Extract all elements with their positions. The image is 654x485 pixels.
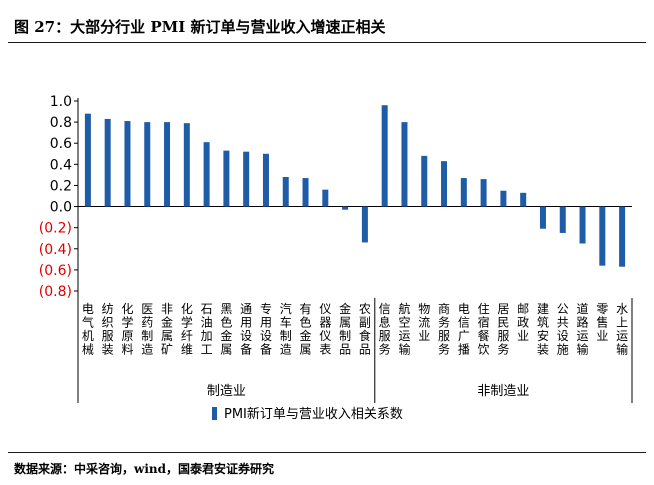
category-label: 化学原料	[121, 302, 133, 357]
category-label: 居民服务	[497, 302, 509, 357]
bar	[183, 123, 190, 207]
category-label: 邮政业	[517, 302, 529, 343]
bar	[164, 122, 171, 207]
source-rule	[8, 452, 646, 453]
category-label: 电气机械	[82, 302, 94, 357]
category-label: 农副食品	[359, 302, 371, 357]
bar	[84, 113, 91, 207]
category-label: 汽车制造	[280, 301, 292, 357]
bar	[104, 118, 111, 207]
bar	[361, 206, 368, 243]
bar	[539, 206, 546, 229]
legend-swatch	[212, 407, 217, 420]
bar	[381, 105, 388, 207]
category-label: 住宿餐饮	[478, 302, 490, 357]
group-label: 制造业	[207, 384, 246, 399]
bar	[223, 150, 230, 207]
bar	[421, 155, 428, 207]
bar	[460, 178, 467, 207]
category-label: 电信广播	[458, 302, 470, 357]
bar	[124, 121, 131, 207]
category-label: 航空运输	[398, 301, 410, 357]
bar	[282, 177, 289, 207]
y-tick-label: (0.4)	[39, 242, 72, 258]
bar	[243, 151, 250, 207]
bar	[559, 206, 566, 233]
y-tick-label: 0.6	[50, 136, 72, 152]
category-label: 水上运输	[616, 302, 628, 357]
y-tick-label: 0.8	[50, 115, 72, 131]
y-tick-label: 1.0	[50, 94, 72, 110]
category-label: 化学纤维	[181, 302, 193, 357]
category-label: 道路运输	[577, 302, 589, 357]
group-label: 非制造业	[477, 384, 529, 399]
bar	[441, 161, 448, 207]
category-label: 专用设备	[260, 301, 272, 357]
bar	[599, 206, 606, 266]
bar	[619, 206, 626, 267]
figure-title: 图 27：大部分行业 PMI 新订单与营业收入增速正相关	[14, 18, 386, 36]
bar	[262, 153, 269, 207]
bar	[579, 206, 586, 244]
category-label: 仪器仪表	[319, 302, 331, 357]
title-rule	[8, 42, 646, 43]
category-label: 零售业	[596, 302, 608, 343]
bar	[342, 206, 349, 210]
category-label: 物流业	[418, 302, 430, 343]
bar	[144, 122, 151, 207]
y-tick-label: 0.0	[50, 200, 72, 216]
source-note: 数据来源：中采咨询，wind，国泰君安证券研究	[14, 462, 275, 476]
legend-label: PMI新订单与营业收入相关系数	[224, 406, 403, 422]
bar	[322, 189, 329, 207]
bar	[203, 142, 210, 207]
category-label: 建筑安装	[537, 302, 549, 357]
y-tick-label: (0.8)	[39, 284, 72, 300]
category-label: 石油加工	[201, 302, 213, 357]
bar	[480, 179, 487, 207]
y-tick-label: 0.2	[50, 178, 72, 194]
category-label: 通用设备	[240, 302, 252, 357]
y-tick-label: 0.4	[50, 157, 72, 173]
y-tick-label: (0.2)	[39, 221, 72, 237]
category-label: 有色金属	[300, 302, 312, 357]
bar	[520, 192, 527, 207]
bar	[302, 178, 309, 207]
category-label: 非金属矿	[161, 302, 173, 357]
bar	[401, 122, 408, 207]
category-label: 医药制造	[141, 302, 153, 357]
category-label: 公共设施	[557, 302, 569, 357]
category-label: 黑色金属	[220, 302, 232, 357]
bar	[500, 190, 507, 207]
category-label: 纺织服装	[102, 302, 114, 357]
category-label: 信息服务	[379, 302, 391, 357]
y-tick-label: (0.6)	[39, 263, 72, 279]
category-label: 金属制品	[339, 301, 351, 357]
category-label: 商务服务	[438, 301, 450, 357]
